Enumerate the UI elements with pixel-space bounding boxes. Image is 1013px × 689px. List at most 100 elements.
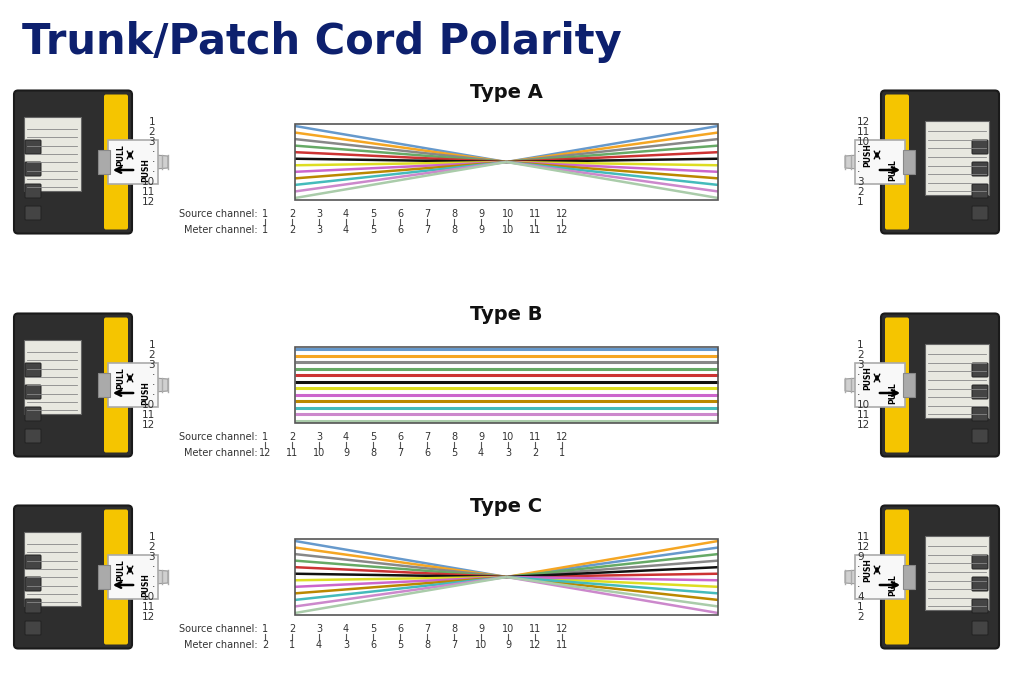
- Bar: [855, 555, 905, 599]
- FancyBboxPatch shape: [25, 599, 41, 613]
- Text: 10: 10: [501, 432, 515, 442]
- Text: 1: 1: [289, 640, 295, 650]
- Text: 1: 1: [857, 602, 864, 612]
- Text: 1: 1: [148, 532, 155, 542]
- Text: 10: 10: [501, 624, 515, 634]
- Bar: [125, 562, 133, 592]
- Text: 2: 2: [857, 187, 864, 197]
- Text: 2: 2: [532, 448, 538, 458]
- Bar: [880, 562, 888, 592]
- Text: 11: 11: [529, 225, 541, 235]
- Text: 11: 11: [286, 448, 298, 458]
- Text: 8: 8: [451, 209, 457, 219]
- FancyBboxPatch shape: [881, 90, 999, 234]
- FancyBboxPatch shape: [972, 621, 988, 635]
- Text: 2: 2: [289, 624, 295, 634]
- Text: 1: 1: [148, 117, 155, 127]
- Text: 1: 1: [857, 197, 864, 207]
- FancyBboxPatch shape: [25, 621, 41, 635]
- Bar: [903, 565, 915, 589]
- Bar: [903, 373, 915, 397]
- Text: Meter channel:: Meter channel:: [184, 225, 258, 235]
- Text: 8: 8: [451, 624, 457, 634]
- Text: 9: 9: [343, 448, 349, 458]
- Bar: [125, 147, 133, 177]
- Bar: [295, 347, 718, 423]
- Text: 10: 10: [501, 209, 515, 219]
- Text: PUSH: PUSH: [142, 573, 151, 597]
- FancyBboxPatch shape: [25, 184, 41, 198]
- Bar: [925, 121, 989, 195]
- Text: PULL: PULL: [888, 159, 898, 181]
- Text: ·: ·: [152, 380, 155, 390]
- Text: PUSH: PUSH: [863, 558, 872, 582]
- Bar: [24, 340, 81, 414]
- Bar: [925, 344, 989, 418]
- Text: 1: 1: [262, 225, 268, 235]
- Text: ·: ·: [152, 572, 155, 582]
- Bar: [295, 124, 718, 200]
- Text: PUSH: PUSH: [863, 366, 872, 390]
- Text: 2: 2: [289, 432, 295, 442]
- Text: 10: 10: [142, 400, 155, 410]
- Text: 6: 6: [397, 624, 403, 634]
- Text: 11: 11: [142, 187, 155, 197]
- Text: 2: 2: [289, 209, 295, 219]
- Polygon shape: [113, 567, 168, 587]
- Text: ·: ·: [152, 562, 155, 572]
- Text: 2: 2: [262, 640, 268, 650]
- Bar: [880, 147, 888, 177]
- Polygon shape: [845, 152, 900, 172]
- Text: 5: 5: [451, 448, 457, 458]
- Bar: [125, 370, 133, 400]
- Polygon shape: [113, 152, 168, 172]
- Text: 12: 12: [857, 542, 870, 552]
- Text: 3: 3: [857, 177, 864, 187]
- Text: 3: 3: [504, 448, 512, 458]
- FancyBboxPatch shape: [25, 429, 41, 443]
- Text: 12: 12: [857, 117, 870, 127]
- Text: Type A: Type A: [470, 83, 542, 101]
- FancyBboxPatch shape: [972, 599, 988, 613]
- Text: 6: 6: [397, 225, 403, 235]
- Text: 3: 3: [316, 209, 322, 219]
- Bar: [108, 555, 158, 599]
- FancyBboxPatch shape: [25, 385, 41, 399]
- Text: 8: 8: [451, 432, 457, 442]
- FancyBboxPatch shape: [972, 429, 988, 443]
- Text: 5: 5: [370, 624, 376, 634]
- Text: Source channel:: Source channel:: [179, 624, 258, 634]
- Text: 11: 11: [529, 209, 541, 219]
- Text: 1: 1: [559, 448, 565, 458]
- Text: 6: 6: [397, 209, 403, 219]
- Text: 2: 2: [289, 225, 295, 235]
- FancyBboxPatch shape: [972, 577, 988, 591]
- FancyBboxPatch shape: [972, 363, 988, 377]
- Text: 10: 10: [857, 137, 870, 147]
- Text: Meter channel:: Meter channel:: [184, 640, 258, 650]
- Text: 2: 2: [148, 127, 155, 137]
- Text: 3: 3: [343, 640, 349, 650]
- Bar: [24, 532, 81, 606]
- Text: 2: 2: [857, 350, 864, 360]
- Text: 7: 7: [423, 624, 431, 634]
- Text: 12: 12: [258, 448, 271, 458]
- Bar: [98, 150, 110, 174]
- FancyBboxPatch shape: [885, 509, 909, 644]
- Text: 7: 7: [451, 640, 457, 650]
- Bar: [295, 539, 718, 615]
- Bar: [855, 140, 905, 184]
- Text: 9: 9: [478, 624, 484, 634]
- Bar: [855, 363, 905, 407]
- Text: 7: 7: [423, 225, 431, 235]
- Text: 12: 12: [529, 640, 541, 650]
- Text: 7: 7: [423, 209, 431, 219]
- Text: Type B: Type B: [470, 305, 542, 325]
- FancyBboxPatch shape: [14, 506, 132, 648]
- Text: 4: 4: [478, 448, 484, 458]
- Text: 10: 10: [475, 640, 487, 650]
- FancyBboxPatch shape: [25, 206, 41, 220]
- FancyBboxPatch shape: [25, 140, 41, 154]
- Text: PUSH: PUSH: [142, 381, 151, 405]
- Text: 3: 3: [316, 432, 322, 442]
